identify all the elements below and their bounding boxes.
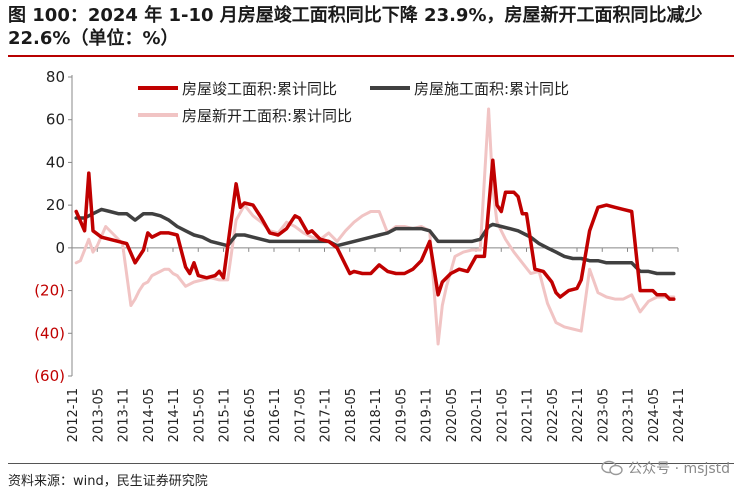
x-tick-label: 2024-05 xyxy=(647,388,662,442)
x-tick-label: 2020-05 xyxy=(445,388,460,442)
watermark: 公众号 · msjstd xyxy=(601,458,730,478)
x-tick-label: 2016-05 xyxy=(243,388,258,442)
x-tick-label: 2012-11 xyxy=(66,388,81,442)
series-line xyxy=(74,207,676,276)
source-note: 资料来源：wind，民生证券研究院 xyxy=(8,474,208,489)
series-line xyxy=(74,158,676,301)
y-tick-label: 60 xyxy=(46,111,65,129)
title-rule xyxy=(8,55,734,57)
chart-title: 图 100：2024 年 1-10 月房屋竣工面积同比下降 23.9%，房屋新开… xyxy=(8,5,703,49)
y-tick-label: (20) xyxy=(34,282,65,300)
legend-label: 房屋施工面积:累计同比 xyxy=(414,80,569,98)
y-tick-label: (60) xyxy=(34,367,65,385)
x-tick-label: 2020-11 xyxy=(470,388,485,442)
x-tick-label: 2024-11 xyxy=(672,388,687,442)
x-tick-label: 2017-05 xyxy=(293,388,308,442)
x-tick-label: 2022-05 xyxy=(546,388,561,442)
x-tick-label: 2023-05 xyxy=(596,388,611,442)
x-tick-label: 2017-11 xyxy=(319,388,334,442)
x-tick-label: 2018-05 xyxy=(344,388,359,442)
x-tick-label: 2015-11 xyxy=(218,388,233,442)
y-tick-label: (40) xyxy=(34,324,65,342)
y-tick-label: 0 xyxy=(55,239,65,257)
series-line xyxy=(74,107,676,346)
y-tick-label: 40 xyxy=(46,153,65,171)
x-tick-label: 2014-11 xyxy=(167,388,182,442)
x-tick-label: 2019-11 xyxy=(420,388,435,442)
x-tick-label: 2013-11 xyxy=(117,388,132,442)
watermark-text: 公众号 · msjstd xyxy=(628,461,730,477)
x-tick-label: 2022-11 xyxy=(571,388,586,442)
x-tick-label: 2021-05 xyxy=(495,388,510,442)
legend-label: 房屋竣工面积:累计同比 xyxy=(182,80,337,98)
x-tick-label: 2019-05 xyxy=(394,388,409,442)
x-tick-label: 2014-05 xyxy=(142,388,157,442)
x-tick-label: 2023-11 xyxy=(622,388,637,442)
wechat-icon xyxy=(601,460,623,476)
y-tick-label: 80 xyxy=(46,68,65,86)
legend-label: 房屋新开工面积:累计同比 xyxy=(182,107,352,125)
x-tick-label: 2013-05 xyxy=(91,388,106,442)
y-tick-label: 20 xyxy=(46,196,65,214)
x-tick-label: 2021-11 xyxy=(521,388,536,442)
x-tick-label: 2016-11 xyxy=(268,388,283,442)
x-tick-label: 2018-11 xyxy=(369,388,384,442)
x-tick-label: 2015-05 xyxy=(192,388,207,442)
line-chart: (60) (40) (20) 0 20 40 60 80 2012-11 2013-05 2013-… xyxy=(34,68,687,442)
footer-rule xyxy=(8,463,734,464)
